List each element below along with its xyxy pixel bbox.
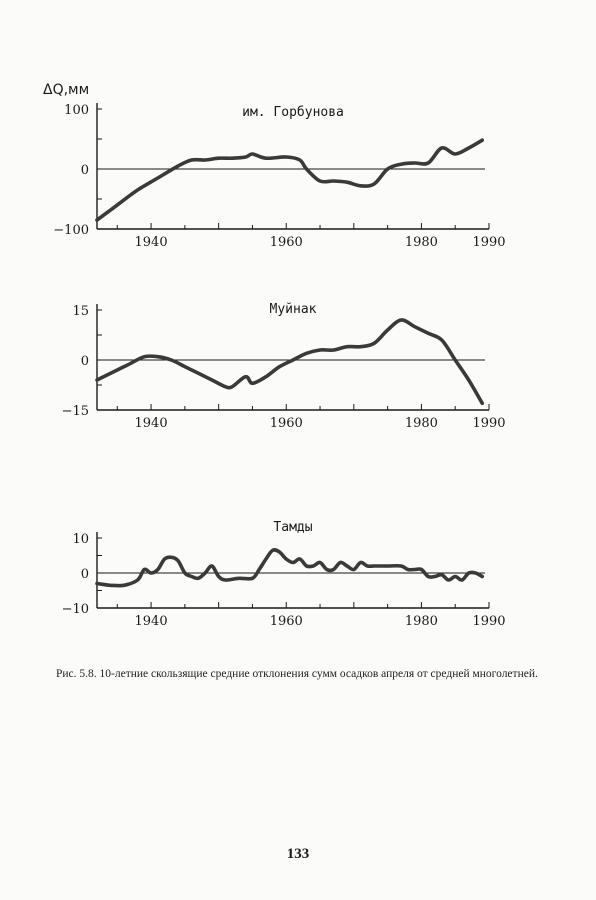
chart-title: Муйнак: [270, 302, 317, 317]
x-tick-label: 1940: [135, 235, 168, 250]
figure-caption: Рис. 5.8. 10-летние скользящие средние о…: [56, 668, 538, 680]
x-tick-label: 1960: [270, 614, 303, 629]
y-tick-label: 0: [81, 567, 89, 582]
chart-title: им. Горбунова: [242, 105, 344, 120]
x-tick-label: 1980: [405, 416, 438, 431]
series-line: [95, 138, 484, 222]
y-tick-label: −100: [53, 223, 89, 238]
x-tick-label: 1940: [135, 614, 168, 629]
y-tick-label: 0: [81, 354, 89, 369]
chart-panel-3: 10 0 −10 1940 1960 1980 1990 Тамды: [62, 520, 506, 629]
y-tick-label: 0: [81, 163, 89, 178]
series-line: [95, 548, 484, 588]
x-tick-label: 1980: [405, 614, 438, 629]
y-tick-label: 15: [72, 304, 89, 319]
y-axis-label: ΔQ,мм: [43, 82, 89, 98]
x-tick-label: 1990: [472, 614, 505, 629]
x-tick-label: 1960: [270, 235, 303, 250]
page-number: 133: [286, 846, 310, 862]
y-tick-label: −10: [62, 602, 89, 617]
series-line: [95, 318, 484, 406]
x-tick-label: 1960: [270, 416, 303, 431]
y-tick-label: −15: [62, 404, 89, 419]
chart-panel-2: 15 0 −15 1940 1960 1980 1990 Муйнак: [62, 302, 506, 431]
x-tick-label: 1980: [405, 235, 438, 250]
chart-title: Тамды: [273, 520, 312, 535]
y-tick-label: 10: [72, 532, 89, 547]
x-tick-label: 1940: [135, 416, 168, 431]
chart-panel-1: 100 0 −100 1940 1960 1980 1990 им. Горбунова ΔQ,…: [43, 82, 506, 250]
x-tick-label: 1990: [472, 416, 505, 431]
x-tick-label: 1990: [472, 235, 505, 250]
y-tick-label: 100: [64, 103, 89, 118]
